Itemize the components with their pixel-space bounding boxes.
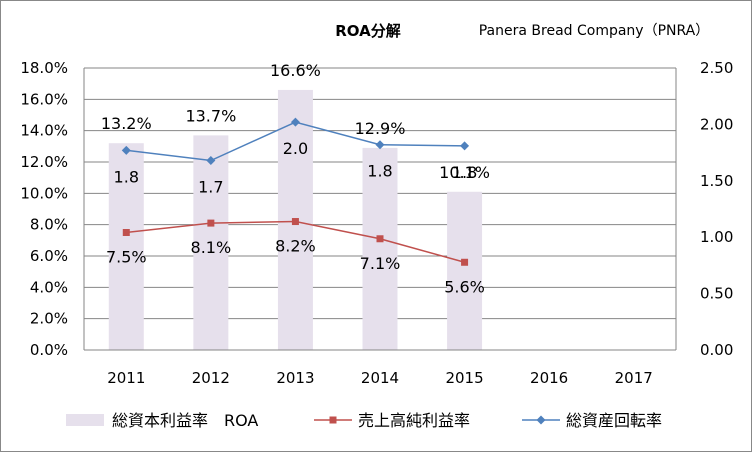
asset-turnover-point: [290, 117, 300, 127]
roa-bar-label: 10.1%: [439, 163, 490, 182]
y-left-tick-label: 10.0%: [20, 184, 68, 202]
data-labels: 13.2% 13.7% 16.6% 12.9% 10.1% 7.5% 8.1% 8.2% 7.1…: [101, 61, 490, 296]
legend-label-roa: 総資本利益率 ROA: [112, 411, 258, 430]
asset-turnover-point: [375, 140, 385, 150]
x-tick-label: 2015: [445, 369, 483, 387]
y-left-tick-label: 0.0%: [30, 341, 68, 359]
asset-turnover-point: [121, 145, 131, 155]
chart-title: ROA分解: [335, 22, 401, 40]
x-tick-label: 2012: [192, 369, 230, 387]
net-margin-label: 8.2%: [275, 237, 316, 256]
asset-turnover-label: 1.7: [198, 177, 223, 196]
roa-bar-label: 13.7%: [185, 106, 236, 125]
company-name: Panera Bread Company（PNRA）: [479, 23, 710, 39]
y-left-tick-label: 4.0%: [30, 278, 68, 296]
roa-bar: [193, 135, 229, 350]
net-margin-point: [122, 229, 130, 236]
y-left-tick-label: 14.0%: [20, 122, 68, 140]
net-margin-label: 5.6%: [444, 277, 485, 296]
net-margin-point: [461, 258, 469, 266]
y-left-tick-label: 12.0%: [20, 153, 68, 171]
y-left-tick-label: 8.0%: [30, 216, 68, 234]
axes: 0.0% 2.0% 4.0% 6.0% 8.0% 10.0% 12.0% 14.0% 16.0%…: [20, 59, 733, 387]
line-series: [121, 117, 470, 266]
net-margin-point: [291, 218, 299, 226]
y-right-tick-label: 0.50: [700, 285, 733, 303]
roa-bar-label: 12.9%: [355, 119, 406, 138]
roa-bar: [108, 143, 144, 350]
y-left-tick-label: 2.0%: [30, 310, 68, 328]
net-margin-label: 8.1%: [191, 238, 232, 257]
roa-bars: [108, 89, 483, 350]
y-right-tick-label: 0.00: [700, 341, 733, 359]
asset-turnover-label: 1.8: [367, 162, 392, 181]
roa-bar-label: 13.2%: [101, 114, 152, 133]
asset-turnover-point: [206, 155, 216, 165]
net-margin-point: [376, 235, 384, 243]
y-right-tick-label: 1.50: [700, 172, 733, 190]
x-tick-label: 2014: [361, 369, 399, 387]
legend-swatch-roa: [66, 414, 104, 426]
legend-label-net-margin: 売上高純利益率: [358, 411, 470, 430]
asset-turnover-label: 1.8: [452, 163, 477, 182]
y-right-tick-label: 2.50: [700, 59, 733, 77]
legend-marker-asset-turnover: [536, 415, 546, 425]
x-tick-label: 2016: [530, 369, 568, 387]
roa-bar: [447, 191, 483, 350]
x-tick-label: 2013: [276, 369, 314, 387]
legend-marker-net-margin: [329, 416, 337, 424]
net-margin-point: [207, 219, 215, 227]
asset-turnover-label: 1.8: [114, 167, 139, 186]
asset-turnover-point: [460, 141, 470, 151]
x-tick-label: 2017: [615, 369, 653, 387]
net-margin-label: 7.1%: [360, 254, 401, 273]
y-right-tick-label: 2.00: [700, 115, 733, 133]
y-left-tick-label: 6.0%: [30, 247, 68, 265]
asset-turnover-label: 2.0: [283, 139, 308, 158]
roa-bar: [362, 147, 398, 350]
net-margin-label: 7.5%: [106, 248, 147, 267]
legend-label-asset-turnover: 総資産回転率: [566, 411, 662, 430]
y-left-tick-label: 16.0%: [20, 90, 68, 108]
y-left-tick-label: 18.0%: [20, 59, 68, 77]
y-right-tick-label: 1.00: [700, 228, 733, 246]
roa-bar-label: 16.6%: [270, 61, 321, 80]
legend: 総資本利益率 ROA 売上高純利益率 総資産回転率: [66, 411, 662, 430]
x-tick-label: 2011: [107, 369, 145, 387]
